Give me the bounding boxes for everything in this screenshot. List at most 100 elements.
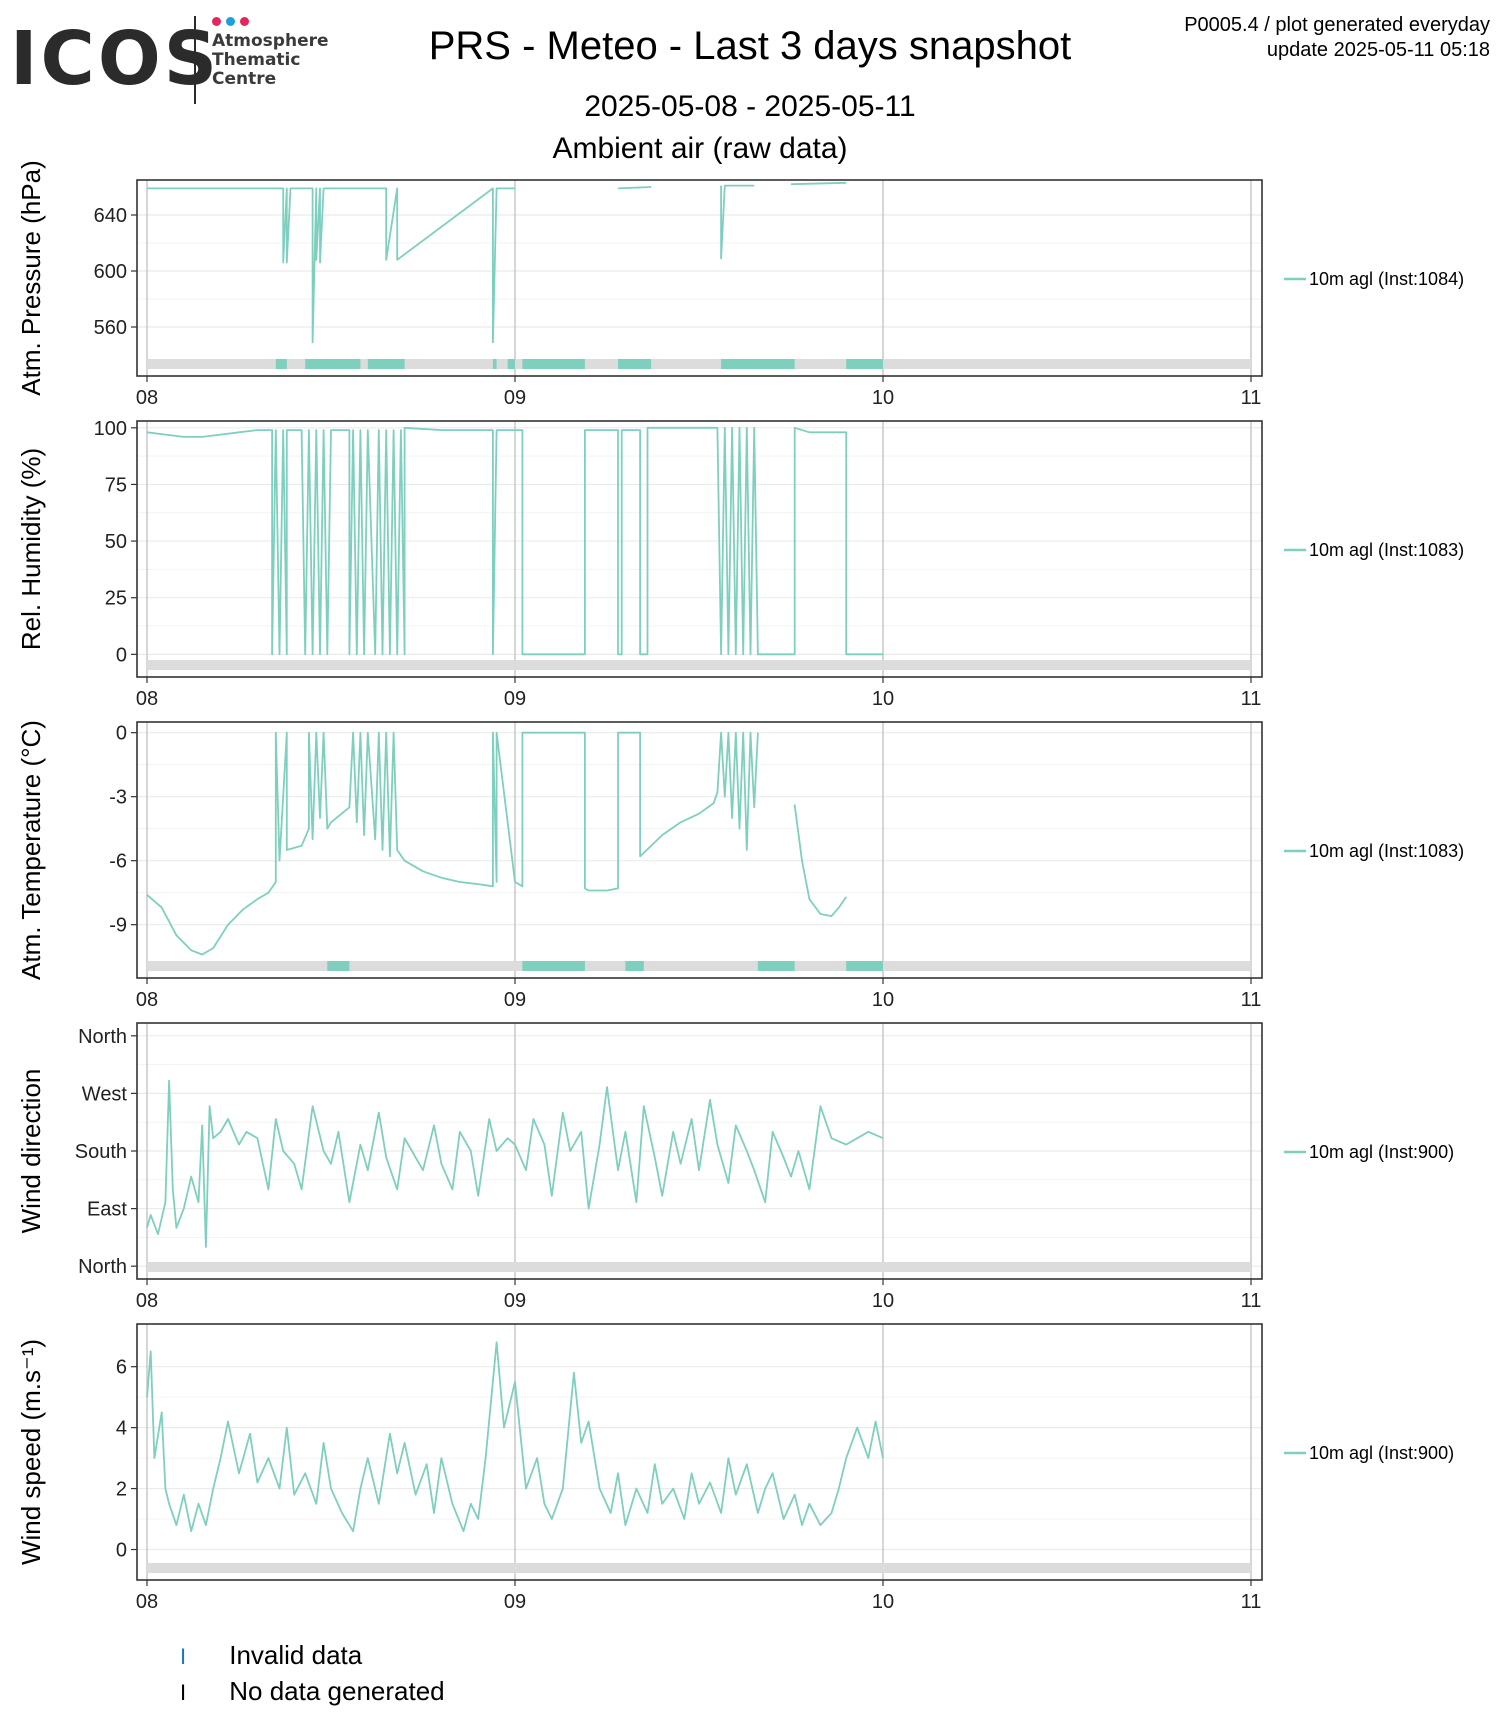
series-line	[146, 426, 883, 656]
plot-border	[136, 179, 1263, 377]
y-tick-label: East	[87, 1199, 127, 1221]
y-tick-label: 2	[116, 1479, 127, 1501]
chart-panel: 0 2 4 6 08 09 10 11 Wind speed (m.s⁻¹) 10m agl (I…	[16, 1323, 1454, 1613]
flag-interval	[305, 359, 361, 369]
series-line	[146, 1341, 884, 1533]
x-tick-label: 11	[1241, 1591, 1262, 1613]
invalid-data-mark: I	[180, 1644, 187, 1669]
x-tick-label: 10	[872, 1591, 894, 1613]
flag-interval	[721, 359, 795, 369]
page-title: PRS - Meteo - Last 3 days snapshot	[428, 24, 1072, 68]
plot-background	[137, 722, 1262, 978]
y-tick-label: West	[82, 1083, 128, 1105]
plot-border	[136, 420, 1263, 678]
icos-logo-text: ICOS	[10, 16, 221, 102]
y-tick-label: 560	[94, 317, 127, 339]
y-tick-label: 0	[116, 1540, 127, 1562]
y-tick-label: -3	[109, 787, 127, 809]
y-tick-label: -9	[109, 915, 127, 937]
x-tick-label: 08	[136, 688, 158, 710]
logo-subtitle-line: Centre	[212, 69, 277, 89]
y-tick-label: 6	[116, 1357, 127, 1379]
status-band	[147, 1262, 1251, 1272]
logo-divider	[194, 16, 196, 104]
x-tick-label: 09	[504, 1290, 526, 1312]
invalid-data-label: Invalid data	[229, 1640, 363, 1670]
plot-background	[137, 1324, 1262, 1580]
legend-no-data: I No data generated	[180, 1676, 445, 1707]
y-tick-label: 25	[105, 588, 127, 610]
y-axis-label: Wind direction	[16, 1069, 46, 1234]
legend-invalid-data: I Invalid data	[180, 1640, 362, 1671]
plot-border	[136, 1022, 1263, 1280]
flag-interval	[618, 359, 652, 369]
x-tick-label: 11	[1241, 387, 1262, 409]
y-axis-label: Wind speed (m.s⁻¹)	[16, 1339, 46, 1565]
x-tick-label: 09	[504, 989, 526, 1011]
chart-panel: -9 -6 -3 0 08 09 10 11 Atm. Temperature (°C) 10m …	[16, 720, 1464, 1011]
flag-interval	[367, 359, 405, 369]
flag-interval	[327, 961, 350, 971]
y-tick-label: South	[75, 1141, 127, 1163]
y-tick-label: 600	[94, 261, 127, 283]
series-line	[147, 181, 847, 344]
flag-interval	[757, 961, 795, 971]
y-tick-label: North	[78, 1256, 127, 1278]
series-line	[146, 1079, 884, 1248]
flag-interval	[846, 359, 883, 369]
y-axis-label: Rel. Humidity (%)	[16, 448, 46, 650]
x-tick-label: 09	[504, 1591, 526, 1613]
y-tick-label: North	[78, 1026, 127, 1048]
status-band	[147, 660, 1251, 670]
legend-label: 10m agl (Inst:900)	[1309, 1443, 1454, 1463]
legend-label: 10m agl (Inst:1084)	[1309, 269, 1464, 289]
no-data-mark: I	[180, 1680, 187, 1705]
x-tick-label: 10	[872, 1290, 894, 1312]
y-tick-label: 640	[94, 205, 127, 227]
flag-interval	[492, 359, 497, 369]
legend-label: 10m agl (Inst:1083)	[1309, 841, 1464, 861]
x-tick-label: 11	[1241, 688, 1262, 710]
x-tick-label: 11	[1241, 989, 1262, 1011]
plot-border	[136, 721, 1263, 979]
x-tick-label: 10	[872, 387, 894, 409]
logo-dot	[240, 17, 249, 26]
date-range: 2025-05-08 - 2025-05-11	[584, 90, 916, 123]
flag-interval	[846, 961, 883, 971]
logo-dot	[226, 17, 235, 26]
y-tick-label: -6	[109, 851, 127, 873]
x-tick-label: 10	[872, 989, 894, 1011]
plot-border	[136, 1323, 1263, 1581]
x-tick-label: 08	[136, 989, 158, 1011]
plot-info: P0005.4 / plot generated everyday update…	[1184, 13, 1490, 63]
logo-subtitle-line: Atmosphere	[212, 31, 329, 51]
series-line	[146, 731, 847, 956]
y-tick-label: 0	[116, 644, 127, 666]
chart-panel: 0 25 50 75 100 08 09 10 11 Rel. Humidity (%) 10m a…	[16, 418, 1464, 710]
y-axis-label: Atm. Temperature (°C)	[16, 720, 46, 980]
plot-id: P0005.4 / plot generated everyday	[1184, 14, 1490, 36]
y-tick-label: 100	[94, 418, 127, 440]
no-data-label: No data generated	[229, 1676, 445, 1706]
chart-panel: North East South West North 08 09 10 11 Wind dire…	[16, 1022, 1454, 1312]
status-band	[147, 1563, 1251, 1573]
page-subtitle: Ambient air (raw data)	[552, 132, 848, 165]
x-tick-label: 08	[136, 1591, 158, 1613]
logo-subtitle: Atmosphere Thematic Centre	[212, 32, 352, 89]
x-tick-label: 08	[136, 1290, 158, 1312]
y-axis-label: Atm. Pressure (hPa)	[16, 160, 46, 396]
logo-subtitle-line: Thematic	[212, 50, 301, 70]
y-tick-label: 75	[105, 474, 127, 496]
x-tick-label: 08	[136, 387, 158, 409]
flag-interval	[275, 359, 287, 369]
flag-interval	[522, 359, 585, 369]
y-tick-label: 0	[116, 723, 127, 745]
logo-dot	[212, 17, 221, 26]
chart-panel: 560 600 640 08 09 10 11 Atm. Pressure (hPa) 10m …	[16, 160, 1464, 409]
update-time: update 2025-05-11 05:18	[1266, 39, 1490, 61]
x-tick-label: 11	[1241, 1290, 1262, 1312]
x-tick-label: 09	[504, 387, 526, 409]
plot-background	[137, 180, 1262, 376]
status-band	[147, 961, 1251, 971]
x-tick-label: 10	[872, 688, 894, 710]
